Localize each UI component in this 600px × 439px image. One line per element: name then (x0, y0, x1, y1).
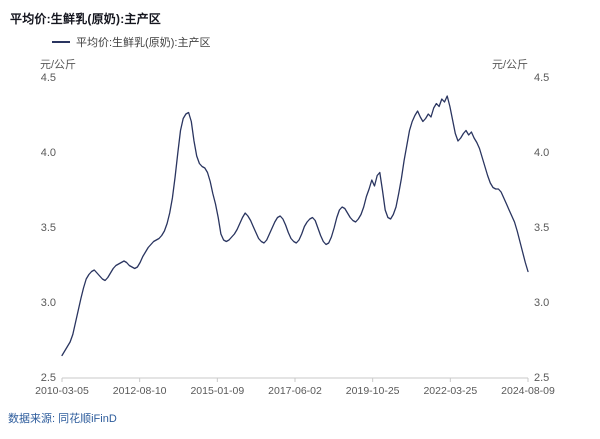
y-tick-label-left: 2.5 (40, 372, 56, 384)
x-tick-label: 2024-08-09 (501, 385, 555, 397)
y-tick-label-right: 3.0 (534, 297, 550, 309)
y-tick-label-left: 3.0 (40, 297, 56, 309)
x-tick-label: 2019-10-25 (345, 385, 400, 397)
y-tick-label-right: 2.5 (534, 372, 550, 384)
x-tick-label: 2022-03-25 (423, 385, 478, 397)
y-axis-unit-right: 元/公斤 (492, 59, 529, 71)
x-axis-labels: 2010-03-05 2012-08-10 2015-01-09 2017-06-02… (0, 385, 600, 399)
chart-title: 平均价:生鲜乳(原奶):主产区 (10, 12, 161, 26)
y-tick-label-right: 4.5 (534, 72, 550, 84)
x-tick-label: 2017-06-02 (268, 385, 322, 397)
price-line-series (61, 95, 529, 357)
y-axis-labels-left: 2.5 3.0 3.5 4.0 4.5 (0, 0, 56, 439)
y-tick-label-left: 4.5 (40, 72, 56, 84)
x-axis-tick-marks (61, 378, 529, 382)
legend-label: 平均价:生鲜乳(原奶):主产区 (76, 37, 211, 49)
y-tick-label-right: 4.0 (534, 147, 550, 159)
y-tick-label-left: 3.5 (40, 222, 56, 234)
x-tick-label: 2015-01-09 (190, 385, 245, 397)
y-tick-label-right: 3.5 (534, 222, 550, 234)
data-source: 数据来源: 同花顺iFinD (8, 413, 117, 425)
x-tick-label: 2010-03-05 (35, 385, 89, 397)
x-tick-label: 2012-08-10 (112, 385, 167, 397)
y-axis-labels-right: 2.5 3.0 3.5 4.0 4.5 (534, 0, 584, 439)
legend-line-swatch (52, 41, 70, 43)
legend-item[interactable]: 平均价:生鲜乳(原奶):主产区 (52, 34, 210, 50)
y-tick-label-left: 4.0 (40, 147, 56, 159)
y-axis-unit-left: 元/公斤 (40, 59, 77, 71)
